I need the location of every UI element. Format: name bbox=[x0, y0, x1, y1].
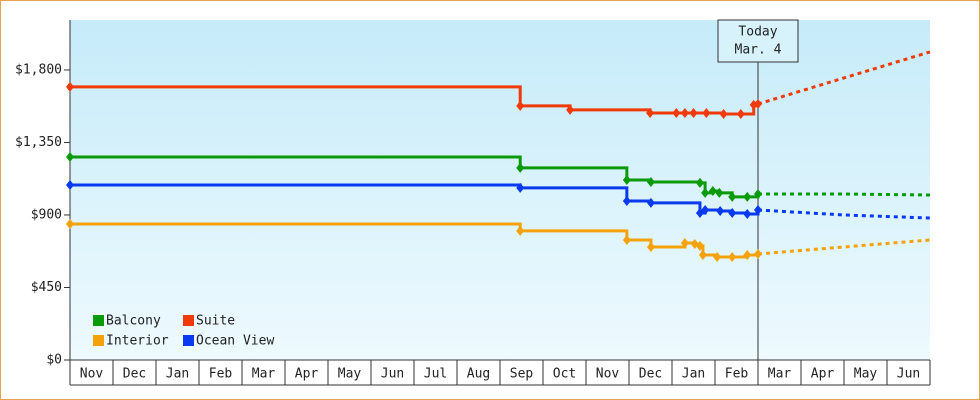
legend-swatch bbox=[183, 335, 194, 346]
forecast-line bbox=[757, 50, 931, 106]
legend-label: Suite bbox=[196, 314, 235, 329]
price-marker bbox=[716, 205, 725, 216]
x-tick-label: Jun bbox=[381, 367, 404, 382]
price-marker bbox=[754, 189, 762, 200]
legend-swatch bbox=[93, 315, 104, 326]
price-marker bbox=[66, 180, 74, 191]
x-tick-label: Nov bbox=[596, 367, 620, 382]
price-marker bbox=[719, 108, 728, 119]
price-marker bbox=[701, 204, 710, 215]
price-marker bbox=[743, 209, 752, 220]
today-box bbox=[717, 19, 799, 63]
y-tick-label: $900 bbox=[31, 207, 62, 222]
y-tick-label: $1,800 bbox=[15, 62, 62, 77]
price-line bbox=[70, 85, 760, 116]
x-tick-label: Mar bbox=[768, 367, 792, 382]
x-tick-label: Jun bbox=[897, 367, 920, 382]
legend-label: Balcony bbox=[106, 314, 161, 329]
y-tick-label: $1,350 bbox=[15, 135, 62, 150]
x-tick-label: May bbox=[338, 367, 362, 382]
price-marker bbox=[754, 204, 762, 215]
price-marker bbox=[66, 151, 74, 162]
price-marker bbox=[754, 248, 762, 259]
price-marker bbox=[680, 107, 689, 118]
price-marker bbox=[516, 162, 525, 173]
x-tick-label: Nov bbox=[80, 367, 104, 382]
price-marker bbox=[702, 107, 711, 118]
x-tick-label: Mar bbox=[252, 367, 276, 382]
x-tick-label: May bbox=[854, 367, 878, 382]
plot-area bbox=[70, 20, 930, 360]
price-marker bbox=[516, 225, 525, 236]
price-marker bbox=[713, 252, 722, 263]
price-marker bbox=[66, 219, 74, 229]
today-label: Today bbox=[738, 25, 777, 40]
x-tick-label: Feb bbox=[209, 367, 233, 382]
price-marker bbox=[672, 107, 681, 118]
price-marker bbox=[736, 108, 745, 119]
price-marker bbox=[695, 177, 704, 188]
x-tick-label: Oct bbox=[553, 367, 576, 382]
price-marker bbox=[728, 252, 737, 263]
x-tick-label: Dec bbox=[639, 367, 662, 382]
x-tick-label: Apr bbox=[295, 367, 319, 382]
legend-label: Interior bbox=[106, 334, 169, 349]
today-label: Mar. 4 bbox=[735, 43, 782, 58]
price-marker bbox=[743, 249, 752, 260]
x-tick-label: Aug bbox=[467, 367, 490, 382]
x-tick-label: Feb bbox=[725, 367, 749, 382]
x-tick-label: Dec bbox=[123, 367, 146, 382]
price-marker bbox=[516, 182, 525, 193]
x-tick-label: Apr bbox=[811, 367, 835, 382]
x-tick-label: Jul bbox=[424, 367, 447, 382]
price-marker bbox=[743, 191, 752, 202]
price-marker bbox=[701, 187, 710, 198]
x-tick-label: Sep bbox=[510, 367, 534, 382]
price-marker bbox=[622, 195, 631, 206]
legend-swatch bbox=[93, 335, 104, 346]
price-marker bbox=[680, 238, 689, 249]
price-marker bbox=[646, 197, 655, 208]
price-marker bbox=[566, 104, 575, 115]
price-marker bbox=[715, 187, 724, 198]
price-marker bbox=[754, 98, 762, 109]
price-marker bbox=[698, 249, 707, 260]
price-marker bbox=[646, 107, 655, 118]
x-tick-label: Jan bbox=[166, 367, 189, 382]
legend-label: Ocean View bbox=[196, 334, 274, 349]
price-marker bbox=[728, 191, 737, 202]
price-marker bbox=[622, 234, 631, 245]
legend-swatch bbox=[183, 315, 194, 326]
price-marker bbox=[689, 107, 698, 118]
price-marker bbox=[646, 242, 655, 253]
price-marker bbox=[708, 185, 717, 196]
price-marker bbox=[66, 81, 74, 92]
price-marker bbox=[695, 240, 704, 251]
y-tick-label: $0 bbox=[46, 353, 62, 368]
price-marker bbox=[646, 176, 655, 187]
price-marker bbox=[516, 100, 525, 111]
x-tick-label: Jan bbox=[682, 367, 705, 382]
price-marker bbox=[728, 208, 737, 219]
y-tick-label: $450 bbox=[31, 280, 62, 295]
price-marker bbox=[622, 175, 631, 186]
